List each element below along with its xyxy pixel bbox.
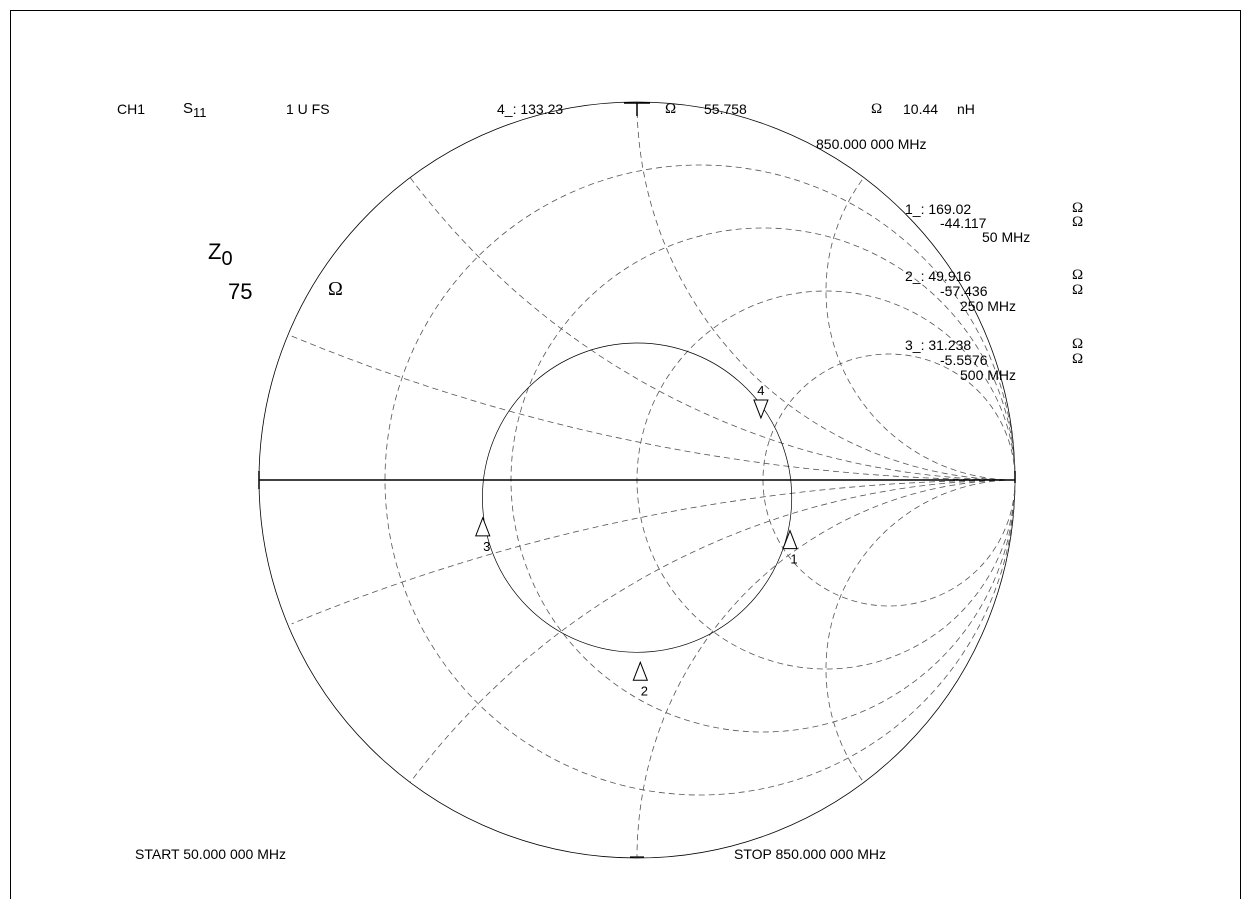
marker2-r-unit: Ω bbox=[1072, 267, 1084, 283]
channel-label: CH1 bbox=[117, 101, 146, 117]
z0-label: Z0 bbox=[208, 239, 233, 271]
active-inductance: 10.44 bbox=[903, 101, 939, 117]
marker3-x-unit: Ω bbox=[1072, 351, 1084, 367]
active-marker-readout: 4_: 133.23 bbox=[497, 101, 564, 117]
measurement-trace bbox=[482, 342, 793, 653]
reactance-arc bbox=[291, 479, 1016, 625]
marker1-reactance: -44.117 bbox=[940, 215, 987, 231]
marker2-x-unit: Ω bbox=[1072, 282, 1084, 298]
marker-4-label: 4 bbox=[757, 383, 764, 398]
z0-unit: Ω bbox=[328, 278, 343, 300]
marker2-frequency: 250 MHz bbox=[960, 298, 1017, 314]
active-x-unit: Ω bbox=[871, 101, 883, 117]
marker-3-triangle bbox=[475, 516, 491, 537]
reactance-arc bbox=[825, 479, 1015, 781]
marker1-x-unit: Ω bbox=[1072, 214, 1084, 230]
marker-2-label: 2 bbox=[641, 683, 648, 698]
marker1-readout: 1_: 169.02 bbox=[905, 201, 972, 217]
reactance-arc bbox=[291, 335, 1016, 481]
active-r-unit: Ω bbox=[665, 101, 677, 117]
marker-3-label: 3 bbox=[483, 539, 490, 554]
plot-frame bbox=[10, 10, 1241, 899]
reactance-arc bbox=[636, 102, 1015, 481]
reactance-arc bbox=[410, 177, 1016, 481]
marker-1-label: 1 bbox=[790, 552, 797, 567]
stop-frequency: STOP 850.000 000 MHz bbox=[734, 846, 887, 862]
marker-4-triangle bbox=[753, 399, 769, 420]
reactance-arc bbox=[410, 479, 1016, 783]
scale-label: 1 U FS bbox=[286, 101, 330, 117]
active-frequency: 850.000 000 MHz bbox=[816, 136, 927, 152]
reactance-arc bbox=[636, 479, 1015, 858]
marker-1-triangle bbox=[782, 529, 798, 550]
parameter-label: S11 bbox=[183, 100, 207, 121]
marker1-frequency: 50 MHz bbox=[982, 229, 1031, 245]
marker3-readout: 3_: 31.238 bbox=[905, 337, 972, 353]
marker1-r-unit: Ω bbox=[1072, 200, 1084, 216]
marker2-reactance: -57.436 bbox=[940, 283, 988, 299]
marker-2-triangle bbox=[632, 660, 649, 681]
start-frequency: START 50.000 000 MHz bbox=[135, 846, 286, 862]
active-reactance: 55.758 bbox=[704, 101, 747, 117]
z0-value: 75 bbox=[228, 279, 253, 304]
marker2-readout: 2_: 49.916 bbox=[905, 268, 972, 284]
marker3-r-unit: Ω bbox=[1072, 336, 1084, 352]
marker3-frequency: 500 MHz bbox=[960, 367, 1017, 383]
reactance-arc bbox=[825, 179, 1015, 481]
marker3-reactance: -5.5576 bbox=[940, 352, 988, 368]
active-inductance-unit: nH bbox=[957, 101, 975, 117]
